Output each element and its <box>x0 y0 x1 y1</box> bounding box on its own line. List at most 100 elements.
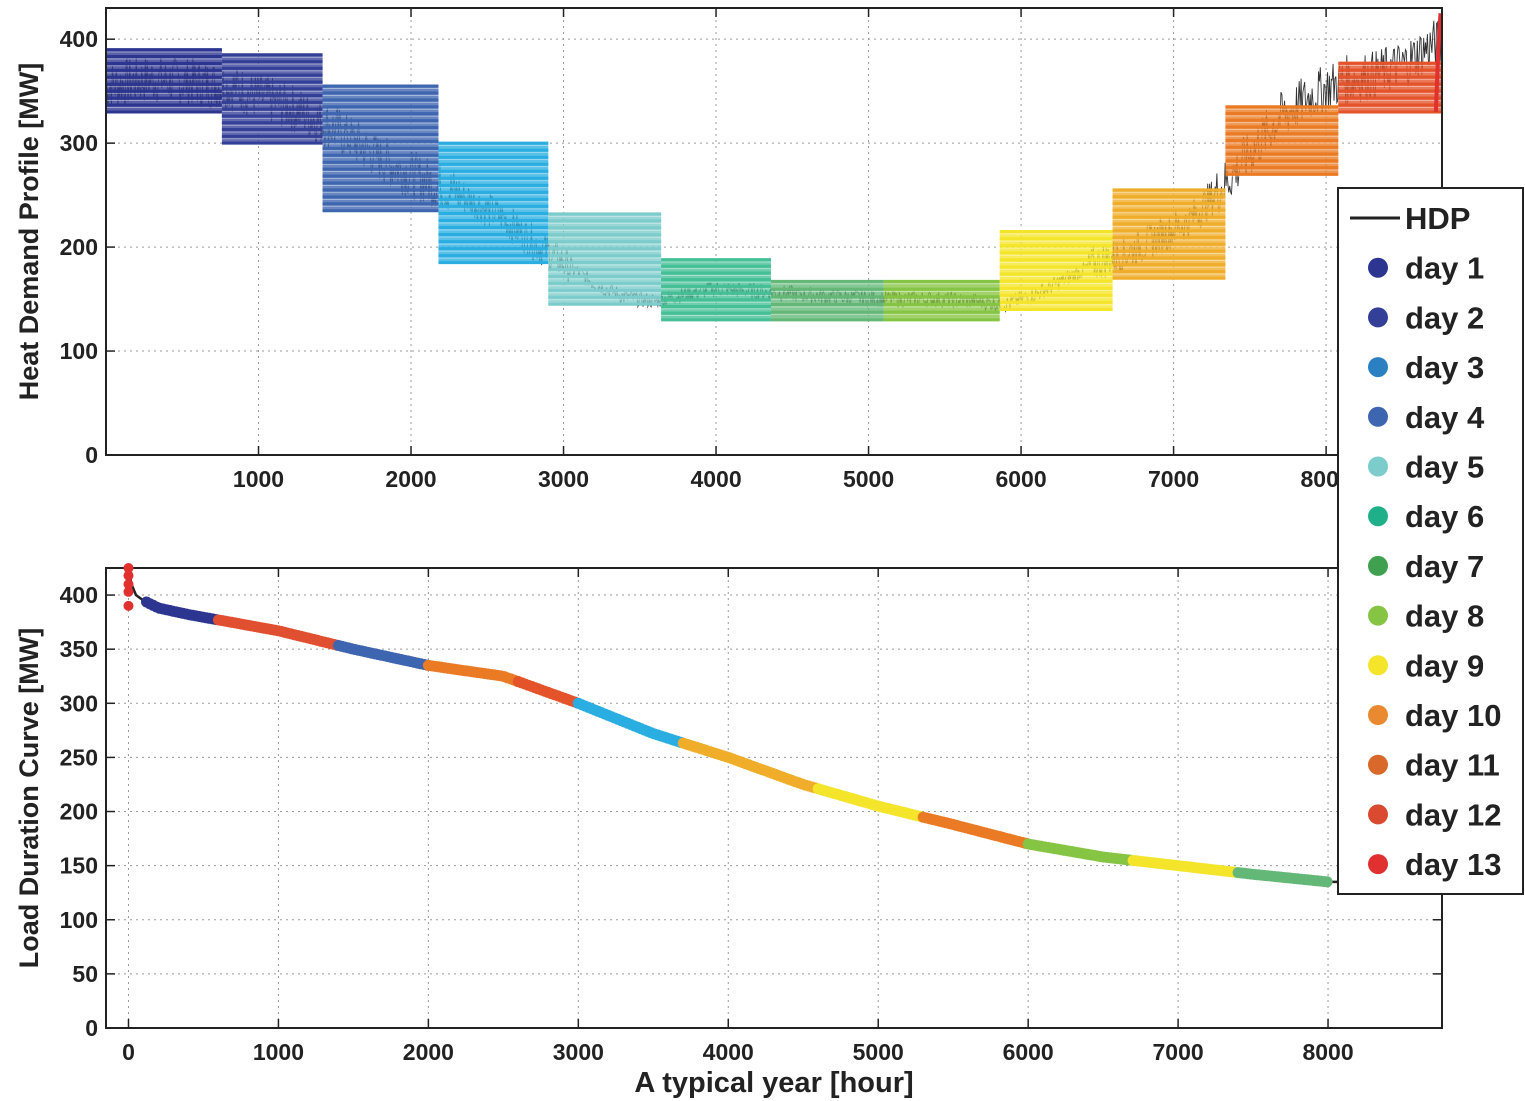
y-tick-label: 300 <box>60 690 98 716</box>
legend-item: day 9 <box>1368 648 1484 683</box>
ldc-segment <box>332 640 433 671</box>
block-fill <box>106 49 222 112</box>
y-tick-label: 200 <box>60 799 98 825</box>
legend-dot-marker <box>1368 605 1388 626</box>
legend-dot-marker <box>1368 357 1388 378</box>
block-day-8 <box>883 279 1000 323</box>
legend-item: day 2 <box>1368 300 1484 335</box>
y-tick-label: 350 <box>60 636 98 662</box>
legend-dot-marker <box>1368 655 1388 676</box>
legend-item: HDP <box>1350 201 1470 236</box>
legend-label: HDP <box>1405 201 1470 236</box>
y-axis-label: Load Duration Curve [MW] <box>14 628 44 968</box>
legend-label: day 3 <box>1405 350 1484 385</box>
legend-dot-marker <box>1368 705 1388 725</box>
block-fill <box>883 281 1000 320</box>
legend-dot-marker <box>1368 456 1388 477</box>
day13-point <box>123 570 134 581</box>
legend-dot-marker <box>1368 257 1388 278</box>
ldc-segment <box>1127 855 1241 878</box>
ldc-segment <box>1022 838 1136 866</box>
block-fill <box>661 259 771 320</box>
x-tick-label: 5000 <box>853 1039 904 1065</box>
ldc-segment <box>1232 867 1333 888</box>
block-day-7 <box>770 279 884 323</box>
legend-item: day 5 <box>1368 450 1484 485</box>
y-tick-label: 200 <box>60 234 98 260</box>
x-tick-label: 6000 <box>1003 1039 1054 1065</box>
x-tick-label: 8000 <box>1302 1039 1353 1065</box>
legend-item: day 6 <box>1368 499 1484 534</box>
x-tick-label: 2000 <box>403 1039 454 1065</box>
x-tick-label: 6000 <box>995 466 1046 492</box>
legend-box <box>1337 187 1524 895</box>
legend-label: day 1 <box>1405 251 1484 286</box>
block-day-12 <box>1338 61 1442 115</box>
block-fill <box>770 281 884 320</box>
legend-dot-marker <box>1368 754 1388 775</box>
legend-label: day 7 <box>1405 549 1484 584</box>
legend-dot-marker <box>1368 555 1388 576</box>
ldc-segment <box>213 614 343 651</box>
legend-label: day 6 <box>1405 499 1484 534</box>
heat-demand-profile-plot: 1000 2000 3000 4000 5000 6000 7000 800001002003… <box>14 7 1443 492</box>
legend-item: day 4 <box>1368 400 1485 435</box>
ldc-point <box>1321 876 1333 888</box>
legend-label: day 4 <box>1405 400 1485 435</box>
x-tick-label: 5000 <box>843 466 894 492</box>
block-day-9 <box>999 230 1113 313</box>
y-tick-label: 100 <box>60 338 98 364</box>
block-day-1 <box>106 48 222 115</box>
legend-label: day 9 <box>1405 648 1484 683</box>
legend-label: day 11 <box>1405 748 1500 783</box>
legend-label: day 5 <box>1405 450 1484 485</box>
ldc-segment <box>572 697 687 748</box>
y-tick-label: 400 <box>60 582 98 608</box>
day13-point <box>123 600 134 611</box>
legend-item: day 10 <box>1368 698 1502 733</box>
ldc-line <box>127 567 1358 884</box>
block-day-4 <box>438 141 549 266</box>
y-axis-label: Heat Demand Profile [MW] <box>14 63 44 401</box>
block-day-5 <box>548 212 662 308</box>
block-fill <box>438 143 549 263</box>
y-tick-label: 250 <box>60 744 98 770</box>
x-tick-label: 1000 <box>233 466 284 492</box>
ldc-segment <box>812 783 926 822</box>
legend: HDP day 1 day 2 day 3 day 4 day 5 day 6 day 7 da… <box>1337 187 1524 895</box>
x-tick-label: 7000 <box>1153 1039 1204 1065</box>
y-tick-label: 150 <box>60 853 98 879</box>
x-axis-label: A typical year [hour] <box>634 1067 913 1099</box>
legend-item: day 7 <box>1368 549 1484 584</box>
day13-point <box>123 563 134 573</box>
x-tick-label: 4000 <box>690 466 741 492</box>
legend-item: day 1 <box>1368 251 1484 286</box>
legend-label: day 8 <box>1405 599 1484 634</box>
legend-label: day 2 <box>1405 300 1484 335</box>
legend-item: day 13 <box>1368 847 1502 882</box>
y-tick-label: 50 <box>72 961 98 987</box>
legend-label: day 10 <box>1405 698 1502 733</box>
legend-dot-marker <box>1368 506 1388 527</box>
day13-spike <box>1433 13 1443 113</box>
legend-dot-marker <box>1368 307 1388 328</box>
block-day-3 <box>322 84 439 214</box>
block-day-10 <box>1112 188 1226 282</box>
block-day-2 <box>221 53 323 146</box>
y-tick-label: 400 <box>60 26 98 52</box>
x-tick-label: 7000 <box>1148 466 1199 492</box>
ldc-segment <box>917 811 1031 849</box>
legend-item: day 8 <box>1368 599 1484 634</box>
legend-item: day 11 <box>1368 748 1500 783</box>
x-tick-label: 4000 <box>703 1039 754 1065</box>
legend-dot-marker <box>1368 854 1388 875</box>
legend-item: day 12 <box>1368 797 1502 832</box>
legend-dot-marker <box>1368 804 1388 825</box>
legend-item: day 3 <box>1368 350 1484 385</box>
block-day-11 <box>1225 105 1339 178</box>
block-day-6 <box>661 258 771 323</box>
day13-point <box>123 586 134 597</box>
legend-label: day 13 <box>1405 847 1502 882</box>
x-tick-label: 3000 <box>538 466 589 492</box>
